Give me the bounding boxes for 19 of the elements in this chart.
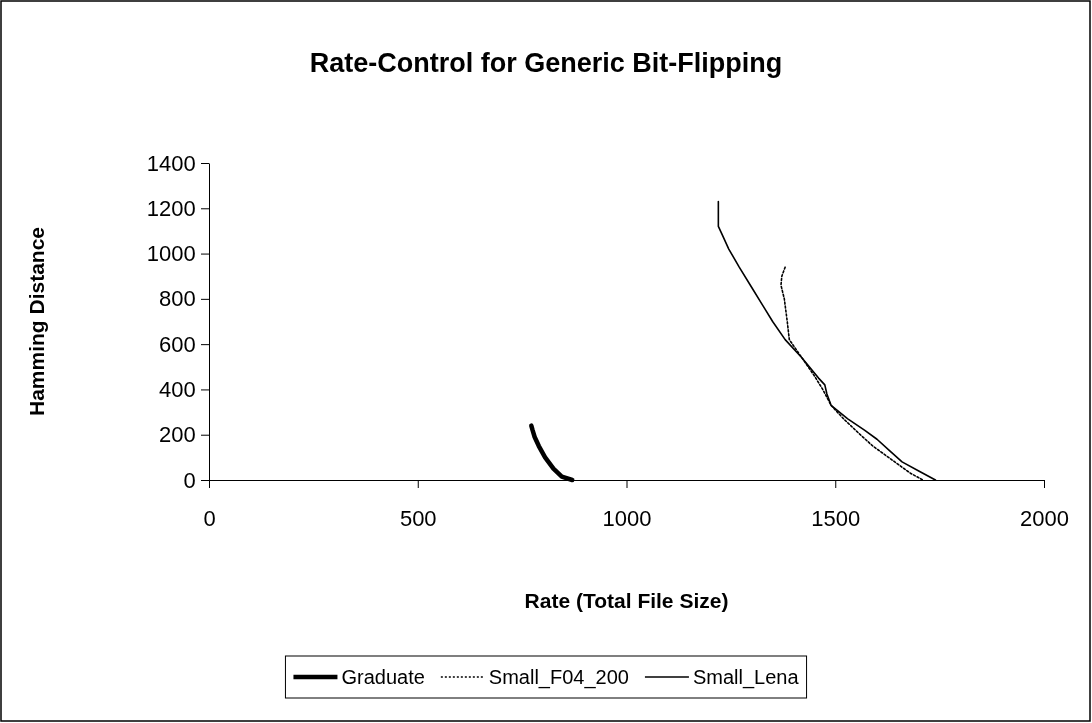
legend-label: Graduate: [341, 666, 425, 688]
x-axis-title: Rate (Total File Size): [524, 589, 729, 612]
y-tick-label: 1200: [146, 195, 196, 221]
y-tick-label: 1000: [146, 241, 196, 267]
y-tick-label: 800: [159, 286, 196, 312]
legend-label: Small_F04_200: [488, 666, 629, 689]
y-tick-label: 1400: [146, 150, 196, 176]
y-tick-label: 0: [183, 467, 196, 493]
y-tick-label: 600: [159, 331, 196, 357]
chart-title: Rate-Control for Generic Bit-Flipping: [309, 48, 783, 78]
x-tick-label: 0: [203, 506, 216, 532]
y-axis-title: Hamming Distance: [25, 226, 48, 417]
y-tick-label: 400: [159, 376, 196, 402]
x-tick-label: 1500: [811, 506, 861, 532]
y-tick-label: 200: [159, 422, 196, 448]
x-tick-label: 500: [399, 506, 437, 532]
x-tick-label: 1000: [602, 506, 652, 532]
legend-label: Small_Lena: [692, 666, 800, 689]
x-tick-label: 2000: [1020, 506, 1069, 532]
